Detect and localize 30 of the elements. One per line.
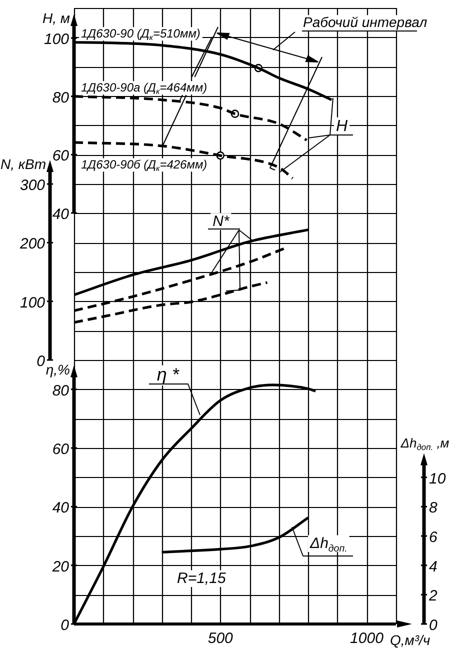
y-tick-label: 20 — [51, 558, 70, 576]
annotation: η * — [156, 364, 180, 385]
y-tick-label: 0 — [60, 617, 70, 634]
y2-tick-label: 4 — [429, 558, 438, 576]
y-tick-label: 60 — [52, 441, 70, 458]
y2-tick-label: 0 — [429, 617, 438, 634]
y2-tick-label: 10 — [429, 470, 446, 488]
annotation: H — [336, 118, 348, 135]
annotation: Рабочий интервал — [303, 14, 428, 30]
y-tick-label: 300 — [20, 177, 46, 194]
y2-tick-label: 8 — [429, 500, 438, 517]
y-tick-label: 100 — [20, 294, 46, 312]
y2-tick-label: 2 — [428, 588, 438, 605]
annotation: R=1,15 — [177, 570, 226, 587]
y-axis-title: N, кВт — [0, 156, 46, 172]
x-tick-label: 500 — [208, 630, 234, 647]
annotation: N* — [212, 212, 230, 230]
y-tick-label: 0 — [36, 353, 46, 370]
x-axis-title: Q,м³/ч — [390, 632, 430, 648]
y-axis-title: H, м — [42, 10, 70, 26]
y-tick-label: 80 — [52, 382, 70, 400]
y-tick-label: 200 — [18, 236, 46, 253]
x-tick-label: 1000 — [350, 630, 384, 647]
y-tick-label: 40 — [52, 206, 70, 223]
y-tick-label: 60 — [52, 148, 70, 165]
y-tick-label: 100 — [44, 31, 70, 48]
y-axis-title: η,% — [46, 361, 70, 378]
y-tick-label: 80 — [52, 89, 70, 106]
y-tick-label: 40 — [52, 500, 70, 517]
y2-tick-label: 6 — [429, 529, 438, 546]
